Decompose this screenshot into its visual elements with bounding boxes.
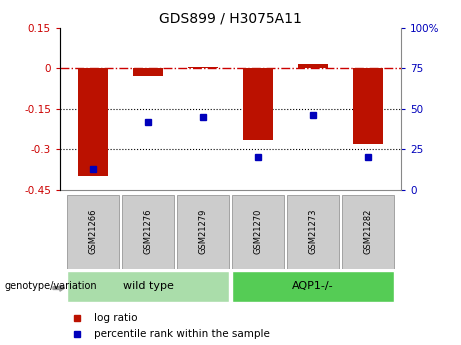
Bar [287, 195, 339, 269]
Text: AQP1-/-: AQP1-/- [292, 282, 334, 291]
Text: GSM21282: GSM21282 [364, 208, 372, 254]
Bar [231, 271, 395, 302]
Bar [66, 195, 119, 269]
Bar [243, 68, 273, 140]
Title: GDS899 / H3075A11: GDS899 / H3075A11 [159, 11, 302, 25]
Bar [188, 67, 218, 68]
Bar [231, 195, 284, 269]
Bar [342, 195, 395, 269]
Bar [66, 271, 230, 302]
Text: GSM21270: GSM21270 [254, 208, 262, 254]
Text: GSM21273: GSM21273 [308, 208, 318, 254]
Bar [177, 195, 230, 269]
Bar [122, 195, 174, 269]
Text: GSM21276: GSM21276 [143, 208, 153, 254]
Text: wild type: wild type [123, 282, 173, 291]
Text: genotype/variation: genotype/variation [5, 282, 97, 291]
Text: GSM21266: GSM21266 [89, 208, 97, 254]
Bar [78, 68, 108, 176]
Text: GSM21279: GSM21279 [199, 208, 207, 254]
Bar [353, 68, 383, 144]
Bar [133, 68, 163, 76]
Text: percentile rank within the sample: percentile rank within the sample [94, 329, 270, 339]
Bar [298, 64, 328, 68]
Text: log ratio: log ratio [94, 313, 137, 323]
